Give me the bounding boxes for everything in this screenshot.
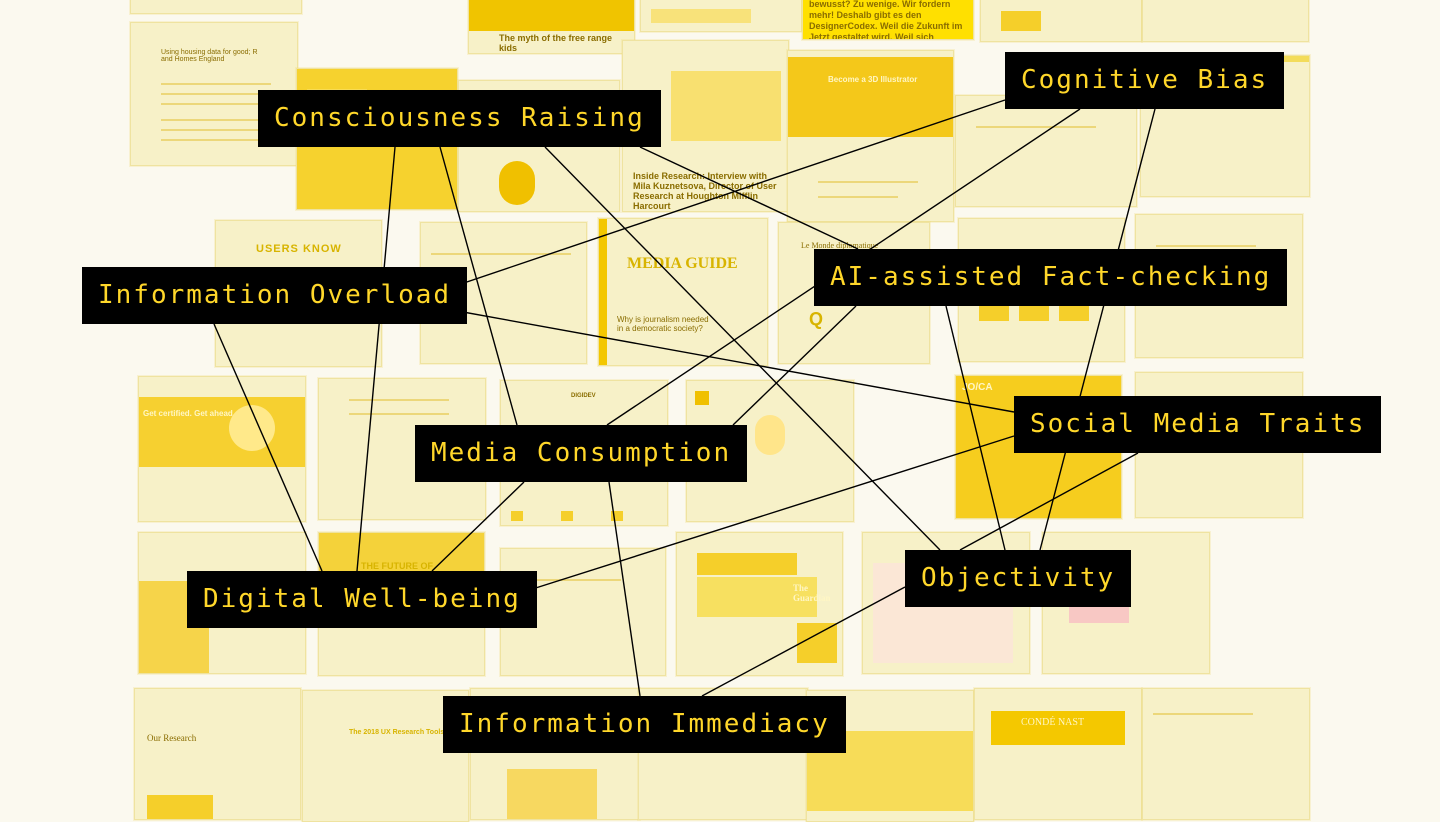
node-information-immediacy: Information Immediacy — [443, 696, 846, 753]
edge-social_media_traits-digital_well_being — [522, 435, 1015, 593]
edge-information_overload-digital_well_being — [213, 323, 323, 572]
thumbnail-title: Get certified. Get ahead. — [143, 409, 236, 418]
thumbnail-page: Inside Research: Interview with Mila Kuz… — [622, 40, 789, 212]
thumbnail-title: JO/CA — [962, 382, 993, 393]
thumbnail-title: Le Monde diplomatique — [801, 241, 879, 250]
thumbnail-title: The myth of the free range kids — [499, 33, 613, 53]
edge-consciousness_raising-digital_well_being — [356, 146, 396, 572]
edge-media_consumption-information_immediacy — [608, 481, 641, 697]
thumbnail-page: The Guardian — [676, 532, 843, 676]
edge-cognitive_bias-objectivity — [1039, 108, 1156, 551]
edge-ai_fact_checking-information_immediacy — [732, 305, 857, 426]
thumbnail-title: THE FUTURE OF — [361, 561, 433, 571]
edge-information_overload-social_media_traits — [451, 309, 1015, 413]
thumbnail-title: Our Research — [147, 733, 197, 743]
node-ai-assisted-fact-checking: AI-assisted Fact-checking — [814, 249, 1288, 306]
thumbnail-page: Become a 3D Illustrator — [787, 50, 954, 222]
node-digital-well-being: Digital Well-being — [187, 571, 537, 628]
thumbnail-title: The 2018 UX Research Tools Map — [349, 729, 461, 736]
thumbnail-page — [955, 95, 1137, 207]
edge-consciousness_raising-media_consumption — [439, 146, 518, 426]
edge-cognitive_bias-information_overload — [451, 99, 1006, 288]
thumbnail-title: Why is journalism needed in a democratic… — [617, 315, 709, 333]
edge-objectivity-information_immediacy — [701, 586, 906, 697]
node-objectivity: Objectivity — [905, 550, 1132, 607]
thumbnail-title: USERS KNOW — [256, 243, 342, 255]
node-social-media-traits: Social Media Traits — [1014, 396, 1382, 453]
edge-social_media_traits-objectivity — [959, 452, 1139, 551]
thumbnail-page: The 2018 UX Research Tools Map — [302, 690, 469, 822]
thumbnail-page — [640, 0, 802, 32]
thumbnail-title: The Guardian — [793, 583, 831, 603]
edge-consciousness_raising-objectivity — [544, 146, 941, 551]
thumbnail-title: DIGIDEV — [571, 393, 596, 399]
thumbnail-page: Our Research — [134, 688, 301, 820]
thumbnail-page — [1142, 688, 1310, 820]
thumbnail-title: bewusst? Zu wenige. Wir fordern mehr! De… — [809, 0, 963, 40]
node-media-consumption: Media Consumption — [415, 425, 748, 482]
thumbnail-title: Become a 3D Illustrator — [828, 75, 918, 84]
node-information-overload: Information Overload — [82, 267, 468, 324]
thumbnail-page — [130, 0, 302, 14]
edge-ai_fact_checking-objectivity — [945, 305, 1006, 551]
node-cognitive-bias: Cognitive Bias — [1005, 52, 1285, 109]
thumbnail-title: CONDÉ NAST — [1021, 717, 1085, 728]
edge-consciousness_raising-ai_fact_checking — [639, 146, 859, 250]
edge-media_consumption-digital_well_being — [431, 481, 525, 572]
thumbnail-page — [1142, 0, 1309, 42]
thumbnail-title: Using housing data for good; R and Homes… — [161, 49, 258, 63]
thumbnail-page: bewusst? Zu wenige. Wir fordern mehr! De… — [802, 0, 974, 40]
thumbnail-page — [980, 0, 1142, 42]
thumbnail-page: Get certified. Get ahead. — [138, 376, 306, 522]
thumbnail-page: CONDÉ NAST — [974, 688, 1142, 820]
thumbnail-page — [318, 378, 486, 520]
thumbnail-page: The myth of the free range kids — [468, 0, 635, 54]
node-consciousness-raising: Consciousness Raising — [258, 90, 661, 147]
thumbnail-title: Inside Research: Interview with Mila Kuz… — [633, 171, 777, 211]
